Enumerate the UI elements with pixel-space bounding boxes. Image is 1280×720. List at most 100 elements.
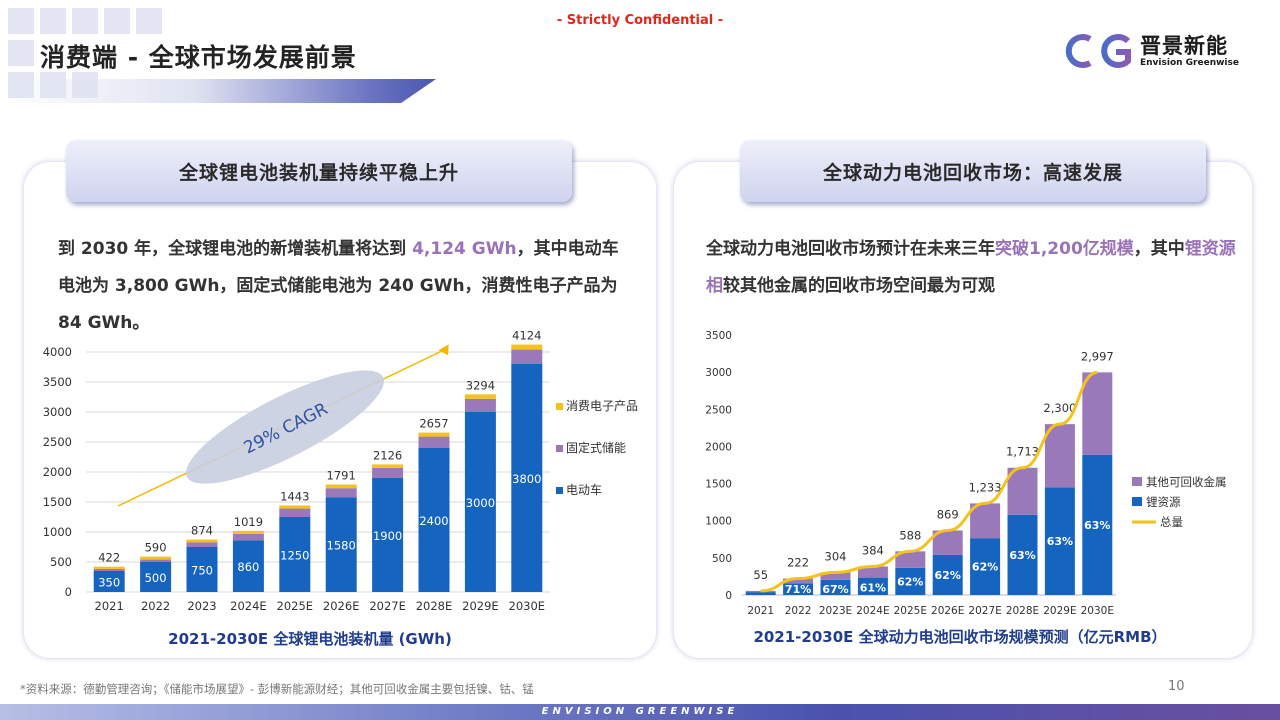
bar-segment bbox=[511, 349, 543, 364]
bar-segment bbox=[511, 344, 543, 350]
x-tick-label: 2021 bbox=[95, 599, 124, 613]
bar-segment bbox=[1044, 487, 1075, 595]
total-label: 4124 bbox=[512, 330, 541, 343]
y-tick-label: 4000 bbox=[43, 345, 72, 359]
total-label: 869 bbox=[937, 507, 959, 521]
desc-highlight: 锂资源相 bbox=[706, 239, 1236, 296]
legend-label: 其他可回收金属 bbox=[1146, 475, 1227, 489]
right-chart-caption: 2021-2030E 全球动力电池回收市场规模预测（亿元RMB） bbox=[753, 628, 1167, 646]
cagr-ellipse bbox=[186, 370, 384, 484]
total-label: 1791 bbox=[327, 469, 356, 483]
footer-bar bbox=[0, 704, 1280, 720]
battery-recycling-market-chart: 0 500 1000 1500 2000 2500 3000 3500 55 2021 71% 222… bbox=[705, 330, 1227, 617]
legend-swatch bbox=[1132, 497, 1142, 506]
page-number: 10 bbox=[1168, 679, 1185, 694]
bar-value-label: 1250 bbox=[280, 549, 309, 563]
bar-value-label: 3800 bbox=[512, 472, 541, 486]
y-tick-label: 1500 bbox=[705, 479, 732, 491]
total-label: 2,300 bbox=[1043, 401, 1076, 415]
x-tick-label: 2023 bbox=[187, 599, 216, 613]
x-tick-label: 2028E bbox=[1006, 605, 1039, 617]
bar-segment bbox=[895, 551, 926, 568]
y-tick-label: 3500 bbox=[43, 375, 72, 389]
logo-chinese-name: 晋景新能 bbox=[1140, 34, 1228, 58]
x-tick-label: 2029E bbox=[1043, 605, 1076, 617]
total-label: 2657 bbox=[419, 417, 448, 431]
y-tick-label: 3500 bbox=[705, 330, 732, 342]
legend-label: 消费电子产品 bbox=[566, 399, 638, 413]
bar-segment bbox=[895, 567, 926, 595]
bar-value-label: 1580 bbox=[327, 539, 356, 553]
total-label: 588 bbox=[899, 528, 921, 542]
bar-segment bbox=[464, 394, 496, 399]
bar-segment bbox=[857, 566, 888, 578]
bar-value-label: 860 bbox=[237, 560, 259, 574]
bar-value-label: 500 bbox=[145, 571, 167, 585]
bar-value-label: 1900 bbox=[373, 529, 402, 543]
decor-square bbox=[40, 8, 66, 34]
bar-value-label: 3000 bbox=[466, 496, 495, 510]
bar-segment bbox=[140, 562, 172, 592]
share-label: 61% bbox=[860, 582, 886, 595]
bar-segment bbox=[820, 572, 851, 580]
y-tick-label: 1000 bbox=[43, 525, 72, 539]
bar-segment bbox=[1082, 372, 1113, 455]
legend-label: 锂资源 bbox=[1146, 495, 1181, 509]
total-label: 874 bbox=[191, 524, 213, 538]
x-tick-label: 2027E bbox=[369, 599, 406, 613]
bar-segment bbox=[232, 530, 264, 534]
decor-square bbox=[72, 8, 98, 34]
left-panel-title: 全球锂电池装机量持续平稳上升 bbox=[66, 140, 572, 202]
x-tick-label: 2026E bbox=[323, 599, 360, 613]
total-label: 384 bbox=[862, 543, 884, 557]
x-tick-label: 2029E bbox=[462, 599, 499, 613]
y-tick-label: 500 bbox=[712, 553, 732, 565]
bar-value-label: 750 bbox=[191, 564, 213, 578]
bar-segment bbox=[186, 542, 218, 547]
bar-segment bbox=[372, 467, 404, 478]
bar-segment bbox=[1082, 454, 1113, 595]
page-title: 消费端 - 全球市场发展前景 bbox=[40, 43, 357, 72]
decor-square bbox=[8, 8, 34, 34]
bar-segment bbox=[93, 568, 125, 571]
x-tick-label: 2028E bbox=[416, 599, 453, 613]
bar-segment bbox=[232, 533, 264, 541]
bar-segment bbox=[464, 412, 496, 592]
bar-segment bbox=[932, 554, 963, 595]
total-label: 2,997 bbox=[1081, 349, 1114, 363]
legend-swatch bbox=[1132, 477, 1142, 486]
share-label: 71% bbox=[785, 583, 811, 596]
bar-segment bbox=[186, 539, 218, 543]
bar-segment bbox=[970, 538, 1001, 595]
li-battery-installation-chart: 0 500 1000 1500 2000 2500 3000 3500 4000 350 422 20… bbox=[43, 330, 638, 613]
y-tick-label: 2500 bbox=[43, 435, 72, 449]
bar-segment bbox=[279, 508, 311, 517]
bar-segment bbox=[820, 579, 851, 595]
share-label: 67% bbox=[822, 583, 848, 596]
bar-segment bbox=[857, 577, 888, 595]
x-tick-label: 2025E bbox=[894, 605, 927, 617]
bar-segment bbox=[970, 503, 1001, 539]
x-tick-label: 2030E bbox=[1081, 605, 1114, 617]
bar-segment bbox=[418, 432, 450, 437]
bar-segment bbox=[186, 547, 218, 592]
share-label: 63% bbox=[1009, 549, 1035, 562]
total-label: 3294 bbox=[466, 378, 495, 392]
y-tick-label: 3000 bbox=[705, 367, 732, 379]
bar-segment bbox=[325, 497, 357, 592]
bar-segment bbox=[511, 364, 543, 592]
share-label: 62% bbox=[972, 561, 998, 574]
decor-square bbox=[8, 40, 34, 66]
bar-value-label: 350 bbox=[98, 576, 120, 590]
bar-segment bbox=[418, 448, 450, 592]
total-label: 304 bbox=[825, 549, 847, 563]
title-underline-band bbox=[0, 79, 436, 103]
legend-swatch bbox=[556, 445, 563, 452]
bar-segment bbox=[232, 540, 264, 592]
desc-text: 到 2030 年，全球锂电池的新增装机量将达到 bbox=[58, 239, 413, 259]
x-tick-label: 2022 bbox=[141, 599, 170, 613]
bar-segment bbox=[279, 505, 311, 509]
desc-highlight: 4,124 GWh bbox=[412, 239, 517, 259]
bar-segment bbox=[1007, 514, 1038, 595]
x-tick-label: 2027E bbox=[968, 605, 1001, 617]
